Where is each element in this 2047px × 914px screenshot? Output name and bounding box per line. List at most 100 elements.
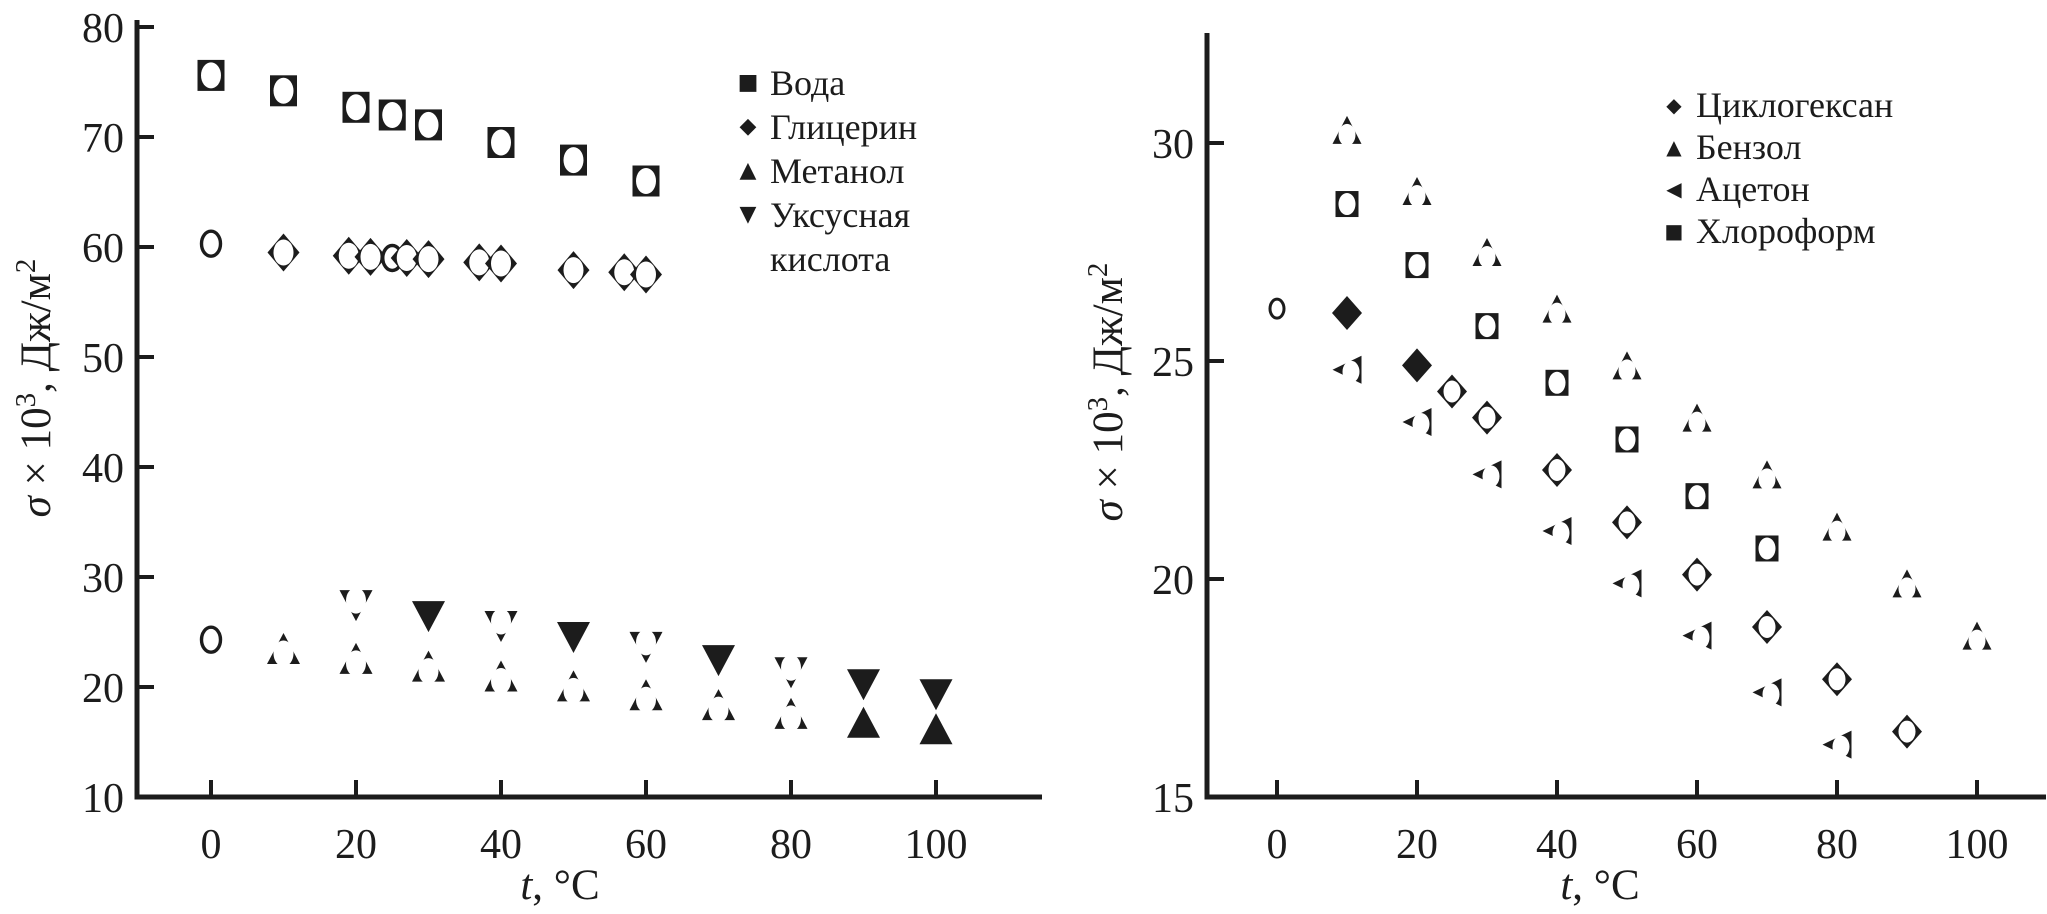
legend-item-acetic-acid: ▼ Уксусная кислота bbox=[726, 193, 917, 281]
acetic-acid-data-point bbox=[484, 608, 518, 642]
x-tick-label: 60 bbox=[1676, 822, 1718, 868]
glycerin-diamond-icon: ◆ bbox=[739, 114, 757, 139]
x-tick-label: 40 bbox=[480, 822, 522, 868]
x-tick-label: 20 bbox=[335, 822, 377, 868]
acetone-data-point bbox=[1682, 621, 1712, 650]
x-tick-label: 60 bbox=[625, 822, 667, 868]
left-chart: 10 20 30 40 50 60 70 80 0 20 40 60 80 100 σ × 103, Дж/… bbox=[10, 6, 1042, 909]
left-chart-y-axis-label: σ × 103, Дж/м2 bbox=[10, 259, 60, 518]
acetic-acid-data-point bbox=[339, 587, 373, 622]
legend-item-label: Циклогексан bbox=[1696, 85, 1894, 125]
benzene-data-point bbox=[1682, 403, 1712, 434]
acetic-acid-triangle-down-icon: ▼ bbox=[739, 202, 757, 227]
glycerin-data-point bbox=[332, 236, 365, 275]
cyclohexane-data-point bbox=[1612, 505, 1642, 540]
methanol-data-point bbox=[702, 689, 735, 723]
water-data-point bbox=[560, 144, 587, 176]
methanol-data-point bbox=[267, 633, 300, 667]
legend-item-label: Метанол bbox=[770, 151, 905, 191]
water-square-icon: ■ bbox=[737, 70, 759, 95]
x-tick-label: 40 bbox=[1536, 822, 1578, 868]
cyclohexane-diamond-icon: ◆ bbox=[1666, 93, 1682, 117]
acetic-acid-data-point bbox=[629, 629, 663, 663]
chloroform-data-point bbox=[1545, 369, 1569, 396]
acetone-data-point bbox=[1472, 460, 1502, 489]
glycerin-data-point bbox=[630, 255, 662, 294]
chloroform-data-point bbox=[1405, 252, 1429, 279]
y-tick-label: 30 bbox=[1152, 122, 1194, 168]
methanol-data-point bbox=[919, 713, 953, 745]
x-tick-label: 100 bbox=[1946, 822, 2009, 868]
cyclohexane-data-point bbox=[1437, 374, 1467, 409]
chloroform-data-point bbox=[1335, 191, 1359, 218]
acetic-acid-data-point bbox=[919, 679, 953, 711]
y-tick-label: 10 bbox=[82, 776, 124, 822]
cyclohexane-data-point bbox=[1402, 348, 1432, 383]
methanol-data-point bbox=[412, 650, 445, 685]
benzene-data-point bbox=[1612, 351, 1642, 382]
x-tick-label: 80 bbox=[1816, 822, 1858, 868]
right-chart: 15 20 25 30 0 20 40 60 80 100 σ × 103, Дж/м2 t, °C bbox=[1082, 33, 2046, 909]
acetone-data-point bbox=[1542, 517, 1572, 546]
x-tick-label: 100 bbox=[905, 822, 968, 868]
chloroform-data-point bbox=[1475, 313, 1499, 340]
x-tick-label: 20 bbox=[1396, 822, 1438, 868]
methanol-data-point bbox=[847, 706, 880, 738]
legend-item-label: Уксусная кислота bbox=[770, 195, 911, 279]
right-chart-legend: ◆ Циклогексан ▲ Бензол ◀ Ацетон ■ Хлороф… bbox=[1652, 84, 1894, 252]
glycerin-data-point bbox=[354, 237, 387, 276]
benzene-data-point bbox=[1402, 176, 1432, 207]
cyclohexane-data-point bbox=[1682, 557, 1712, 592]
water-data-point bbox=[197, 59, 225, 91]
legend-item-label: Глицерин bbox=[770, 107, 918, 147]
y-tick-label: 25 bbox=[1152, 340, 1194, 386]
legend-item-water: ■ Вода bbox=[726, 61, 917, 105]
y-tick-label: 15 bbox=[1152, 776, 1194, 822]
benzene-data-point bbox=[1892, 569, 1922, 600]
legend-item-cyclohexane: ◆ Циклогексан bbox=[1652, 84, 1893, 126]
cyclohexane-data-point bbox=[1542, 453, 1572, 487]
benzene-data-point bbox=[1472, 238, 1502, 268]
cyclohexane-data-point bbox=[1332, 296, 1362, 331]
water-data-point bbox=[270, 75, 297, 107]
glycerin-data-point bbox=[267, 233, 300, 272]
methanol-data-point bbox=[629, 679, 663, 713]
x-tick-label: 0 bbox=[201, 822, 222, 868]
methanol-data-point bbox=[557, 670, 590, 704]
left-chart-legend: ■ Вода ◆ Глицерин ▲ Метанол ▼ Уксусная к… bbox=[726, 61, 918, 281]
cyclohexane-data-point bbox=[1752, 609, 1782, 644]
benzene-data-point bbox=[1752, 460, 1782, 491]
benzene-data-point bbox=[1822, 512, 1852, 543]
y-tick-label: 70 bbox=[82, 116, 124, 162]
acetone-data-point bbox=[1332, 355, 1362, 384]
y-tick-label: 40 bbox=[82, 446, 124, 492]
cyclohexane-data-point bbox=[1892, 714, 1922, 749]
chloroform-data-point bbox=[1615, 426, 1639, 453]
acetone-data-point bbox=[1612, 569, 1642, 598]
y-tick-label: 60 bbox=[82, 226, 124, 272]
x-tick-label: 80 bbox=[770, 822, 812, 868]
methanol-data-point bbox=[484, 660, 518, 694]
glycerin-data-point bbox=[412, 240, 445, 279]
y-tick-label: 50 bbox=[82, 336, 124, 382]
benzene-data-point bbox=[1332, 115, 1362, 146]
glycerin-data-point bbox=[390, 239, 423, 277]
methanol-triangle-up-icon: ▲ bbox=[739, 158, 757, 183]
glycerin-data-point bbox=[485, 244, 517, 283]
legend-item-acetone: ◀ Ацетон bbox=[1652, 168, 1893, 210]
acetone-data-point bbox=[1822, 730, 1852, 759]
legend-item-label: Вода bbox=[770, 63, 846, 103]
water-data-point bbox=[342, 91, 370, 123]
legend-item-label: Хлороформ bbox=[1696, 211, 1876, 251]
y-tick-label: 20 bbox=[1152, 558, 1194, 604]
x-tick-label: 0 bbox=[1267, 822, 1288, 868]
legend-item-label: Бензол bbox=[1696, 127, 1802, 167]
cyclohexane-data-point bbox=[1472, 400, 1502, 435]
benzene-triangle-up-icon: ▲ bbox=[1666, 135, 1682, 159]
acetone-triangle-left-icon: ◀ bbox=[1666, 177, 1682, 201]
acetic-acid-data-point bbox=[412, 601, 445, 633]
y-tick-label: 20 bbox=[82, 666, 124, 712]
legend-item-methanol: ▲ Метанол bbox=[726, 149, 917, 193]
methanol-data-point bbox=[199, 625, 223, 654]
